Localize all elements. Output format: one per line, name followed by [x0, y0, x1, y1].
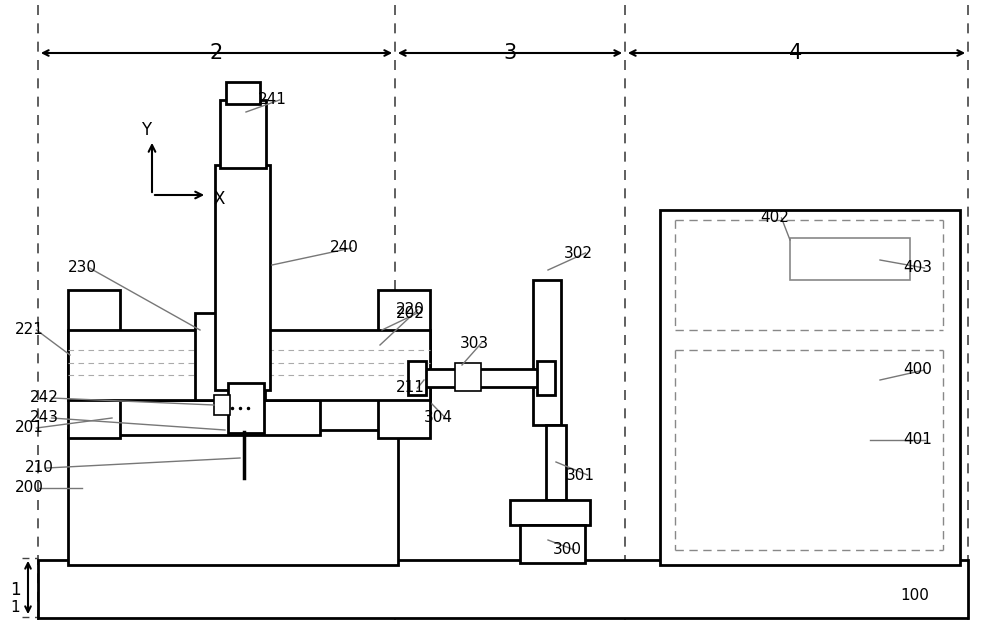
- Text: 201: 201: [15, 420, 44, 435]
- Bar: [68, 430, 398, 565]
- Text: 241: 241: [258, 92, 287, 107]
- Text: 3: 3: [503, 43, 517, 63]
- Bar: [537, 361, 555, 395]
- Text: 230: 230: [68, 260, 97, 276]
- Text: 243: 243: [30, 411, 59, 425]
- Text: 210: 210: [25, 461, 54, 475]
- Text: 220: 220: [396, 303, 425, 317]
- Bar: [420, 369, 540, 387]
- Text: 221: 221: [15, 322, 44, 337]
- Bar: [520, 525, 585, 563]
- Text: 1: 1: [10, 581, 21, 599]
- Text: 242: 242: [30, 391, 59, 406]
- Text: 202: 202: [396, 305, 425, 320]
- Text: 401: 401: [903, 432, 932, 447]
- Text: 400: 400: [903, 363, 932, 377]
- Bar: [408, 361, 426, 395]
- Bar: [110, 400, 320, 435]
- Text: 211: 211: [396, 380, 425, 396]
- Bar: [215, 165, 270, 390]
- Bar: [68, 290, 120, 438]
- Bar: [68, 330, 430, 400]
- Text: X: X: [214, 190, 225, 208]
- Bar: [455, 363, 481, 391]
- Bar: [510, 500, 590, 525]
- Text: 304: 304: [424, 411, 453, 425]
- Text: 100: 100: [900, 588, 929, 602]
- Bar: [220, 100, 266, 168]
- Text: 403: 403: [903, 260, 932, 276]
- Text: 1: 1: [10, 600, 20, 616]
- Text: 303: 303: [460, 336, 489, 351]
- Text: 200: 200: [15, 480, 44, 495]
- Bar: [214, 395, 230, 415]
- Text: 301: 301: [566, 468, 595, 482]
- Text: 302: 302: [564, 245, 593, 260]
- Bar: [546, 425, 566, 500]
- Bar: [38, 560, 968, 618]
- Text: 2: 2: [209, 43, 223, 63]
- Text: Y: Y: [141, 121, 151, 139]
- Text: 402: 402: [760, 210, 789, 226]
- Bar: [533, 280, 561, 425]
- Bar: [228, 383, 264, 433]
- Bar: [195, 313, 265, 400]
- Text: 4: 4: [789, 43, 803, 63]
- Text: 300: 300: [553, 542, 582, 557]
- Bar: [790, 238, 910, 280]
- Bar: [378, 290, 430, 438]
- Bar: [660, 210, 960, 565]
- Text: 240: 240: [330, 241, 359, 255]
- Bar: [226, 82, 260, 104]
